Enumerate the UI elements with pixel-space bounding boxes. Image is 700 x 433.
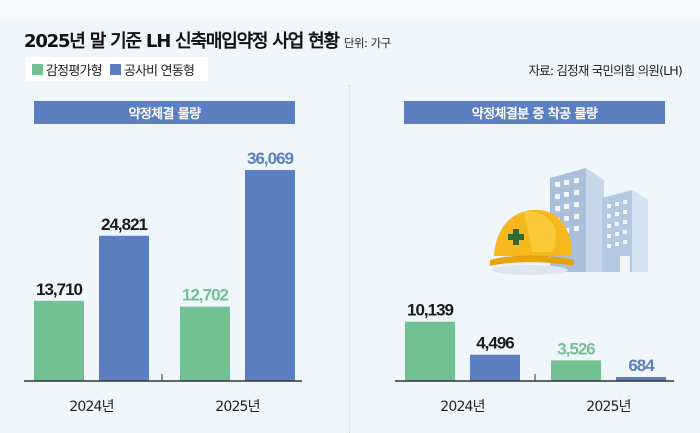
- chart-title: 2025년 말 기준 LH 신축매입약정 사업 현황 단위: 가구: [24, 27, 391, 53]
- bar-appraisal-2024: [34, 300, 84, 381]
- x-tick-label: 2025년: [586, 399, 631, 415]
- x-tick-label: 2025년: [215, 399, 260, 415]
- bar-appraisal-2024: [405, 321, 455, 381]
- value-label: 24,821: [101, 215, 148, 234]
- value-label: 10,139: [407, 301, 454, 320]
- bar-construction-cost-2024: [470, 354, 520, 381]
- bar-construction-cost-2024: [99, 235, 149, 381]
- value-label: 12,702: [182, 286, 229, 305]
- top-band: [0, 0, 700, 20]
- bar-construction-cost-2025: [616, 376, 666, 381]
- legend-swatch-green: [32, 63, 43, 75]
- value-label: 4,496: [476, 334, 514, 353]
- legend: 감정평가형 공사비 연동형: [26, 57, 209, 81]
- chart-construction-starts: 10,139 4,496 2024년 3,526 684 2025년: [395, 301, 674, 415]
- bar-appraisal-2025: [180, 306, 230, 381]
- x-tick-label: 2024년: [440, 399, 485, 415]
- chart-contracts: 13,710 24,821 2024년 12,702 36,069 2025년: [24, 149, 302, 415]
- legend-item-appraisal: 감정평가형: [32, 60, 103, 79]
- title-text: 2025년 말 기준 LH 신축매입약정 사업 현황: [24, 31, 340, 52]
- unit-label: 단위: 가구: [343, 36, 391, 50]
- value-label: 684: [628, 356, 655, 375]
- x-tick-label: 2024년: [69, 399, 114, 415]
- hard-hat-icon: [490, 209, 574, 275]
- bar-construction-cost-2025: [245, 170, 295, 381]
- legend-label: 감정평가형: [46, 63, 103, 79]
- legend-label: 공사비 연동형: [123, 63, 195, 79]
- construction-illustration: [490, 168, 648, 275]
- panel-header-contracts: 약정체결 물량: [34, 101, 295, 124]
- value-label: 3,526: [557, 339, 595, 358]
- legend-swatch-blue: [109, 63, 121, 75]
- bar-appraisal-2025: [551, 360, 601, 381]
- value-label: 13,710: [36, 280, 83, 299]
- panel-header-construction-starts: 약정체결분 중 착공 물량: [404, 101, 665, 124]
- value-label: 36,069: [247, 149, 294, 168]
- source-note: 자료: 김정재 국민의힘 의원(LH): [528, 63, 682, 78]
- legend-item-construction-cost: 공사비 연동형: [109, 60, 195, 79]
- panel-divider: [349, 85, 350, 433]
